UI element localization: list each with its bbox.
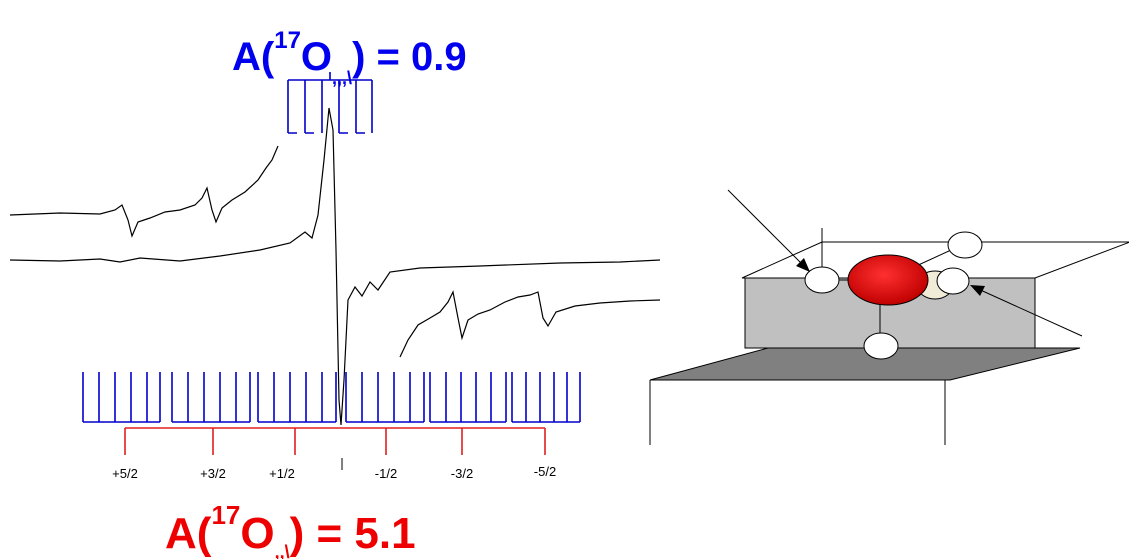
comb-group xyxy=(171,372,251,423)
top-label: A(17O,,,\) = 0.9 xyxy=(232,27,467,88)
arrow xyxy=(975,287,1083,337)
spin-label: +3/2 xyxy=(200,466,226,481)
label-suffix: ) = 5.1 xyxy=(290,509,416,558)
spin-label: -1/2 xyxy=(375,466,397,481)
comb-group xyxy=(82,372,161,423)
lower-plane xyxy=(649,347,1081,381)
label-prefix: A( xyxy=(165,509,212,558)
bottom-label: A(17O,,\) = 5.1 xyxy=(165,500,416,559)
arrow xyxy=(727,189,807,269)
label-superscript: 17 xyxy=(211,500,240,530)
site-diagram xyxy=(649,189,1129,445)
label-element: O xyxy=(301,35,332,79)
oxygen-atom xyxy=(947,231,983,259)
comb-group xyxy=(257,372,337,423)
spin-label: -5/2 xyxy=(534,464,556,479)
oxygen-atom xyxy=(804,266,840,294)
oxygen-atom xyxy=(936,267,970,295)
spin-label: +1/2 xyxy=(269,466,295,481)
comb-group xyxy=(511,372,581,423)
top-comb xyxy=(287,72,373,134)
label-subscript: ,,\ xyxy=(275,542,290,559)
comb-group xyxy=(345,372,425,423)
spectrum-zoom-left xyxy=(9,145,279,238)
spin-label: -3/2 xyxy=(451,466,473,481)
spin-labels: +5/2 +3/2 +1/2 -1/2 -3/2 -5/2 xyxy=(112,464,556,481)
label-element: O xyxy=(240,509,274,558)
bottom-combs xyxy=(82,372,581,423)
comb-group xyxy=(429,372,507,423)
arrow-head xyxy=(796,258,810,272)
red-bracket xyxy=(124,427,546,455)
arrow-head xyxy=(970,285,985,296)
oxygen-atom xyxy=(863,332,899,360)
label-superscript: 17 xyxy=(274,27,301,54)
spectrum-zoom-right xyxy=(399,290,661,358)
label-suffix: ) = 0.9 xyxy=(352,35,467,79)
comb-lines xyxy=(287,72,373,134)
spectrum-main xyxy=(9,107,661,426)
label-prefix: A( xyxy=(232,35,275,79)
label-subscript: ,,,\ xyxy=(332,68,352,88)
metal-atom xyxy=(847,254,929,306)
spin-label: +5/2 xyxy=(112,466,138,481)
